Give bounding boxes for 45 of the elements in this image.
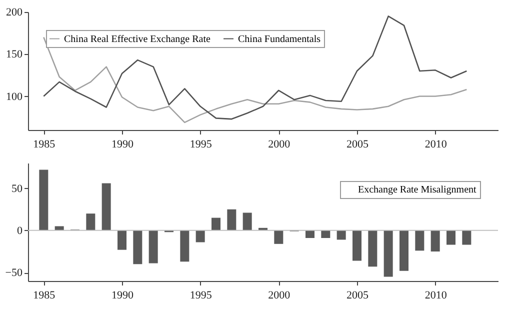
y-tick-label: 0	[17, 224, 23, 237]
bar	[415, 230, 424, 251]
bar	[102, 183, 111, 230]
bar	[384, 230, 393, 277]
bar	[212, 218, 220, 230]
x-tick-label: 2000	[268, 290, 291, 302]
bar	[446, 230, 456, 245]
bar	[321, 230, 330, 238]
legend-label: China Fundamentals	[238, 34, 321, 45]
x-tick-label: 2000	[268, 138, 291, 150]
x-tick-label: 2010	[424, 138, 448, 150]
legend-label: China Real Effective Exchange Rate	[64, 34, 211, 45]
bar	[39, 170, 48, 230]
y-tick-label: 50	[12, 182, 23, 195]
y-tick-label: −50	[5, 267, 23, 280]
x-tick-label: 2005	[346, 290, 369, 302]
x-tick-label: 1995	[190, 138, 212, 150]
y-tick-label: 150	[6, 48, 23, 61]
line-series	[43, 16, 468, 120]
bar	[242, 212, 252, 230]
x-tick-label: 2010	[424, 290, 448, 302]
bar	[180, 230, 190, 262]
y-tick-label: 200	[6, 6, 23, 18]
bar	[227, 209, 236, 230]
bar	[430, 230, 440, 252]
bar	[274, 230, 284, 244]
bar	[368, 230, 378, 267]
bar	[336, 230, 346, 240]
bar	[306, 230, 314, 238]
x-tick-label: 1995	[190, 290, 212, 302]
x-tick-label: 2005	[346, 138, 369, 150]
bar	[86, 214, 96, 230]
x-tick-label: 1985	[33, 138, 56, 150]
bar	[133, 230, 142, 264]
bar	[118, 230, 126, 250]
x-tick-label: 1985	[33, 290, 56, 302]
bar	[462, 230, 472, 245]
x-tick-label: 1990	[112, 290, 134, 302]
x-tick-label: 1990	[112, 138, 134, 150]
y-tick-label: 100	[6, 90, 23, 103]
bar	[196, 230, 205, 242]
bar	[352, 230, 362, 261]
text: Exchange Rate Misalignment	[358, 184, 477, 196]
bar	[148, 230, 158, 264]
bar	[400, 230, 408, 271]
